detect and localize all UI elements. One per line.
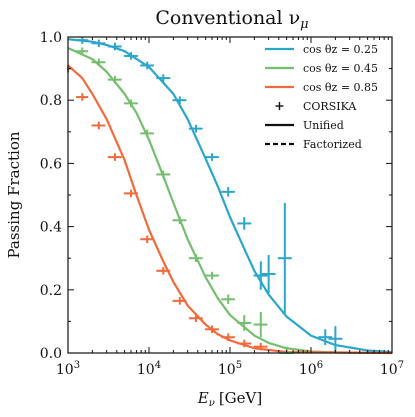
point-series-2-1 [76,93,89,101]
y-tick-label: 0.0 [40,346,62,362]
chart-title: Conventional νμ [155,7,308,32]
curve-series-0 [67,38,393,354]
point-series-0-15 [328,326,343,352]
point-series-1-0 [76,47,89,56]
point-series-0-5 [156,74,171,82]
legend-entry-5: Factorized [265,138,362,151]
point-series-2-12 [253,342,268,351]
y-tick-label: 0.6 [40,156,62,172]
point-series-2-2 [91,121,106,130]
point-series-0-11 [253,261,268,290]
y-tick-label: 1.0 [40,30,62,46]
legend-entry-0: cos θz = 0.25 [265,43,378,56]
legend-label: CORSIKA [303,100,357,113]
point-series-0-10 [237,217,252,230]
point-series-0-14 [318,329,333,346]
legend-entry-4: Unified [265,119,344,132]
corsika-points [67,37,343,354]
x-tick-label: 103 [56,360,80,378]
x-tick-label: 107 [380,360,404,378]
point-series-1-2 [107,75,122,84]
point-series-2-9 [204,325,219,334]
point-series-1-11 [253,311,268,338]
point-series-1-8 [204,271,219,280]
point-series-1-5 [156,170,171,179]
legend-entry-1: cos θz = 0.45 [265,62,378,75]
point-series-2-8 [188,314,203,323]
x-tick-label: 106 [299,360,323,378]
point-series-1-9 [221,294,235,305]
point-series-0-12 [261,255,276,293]
y-tick-labels: 0.0 0.2 0.4 0.6 0.8 1.0 [40,30,62,362]
axis-ticks [67,36,393,354]
legend-label: Unified [303,119,344,132]
point-series-0-8 [204,153,219,161]
x-tick-labels: 103 104 105 106 107 [56,360,404,378]
legend-label: cos θz = 0.25 [303,43,378,56]
point-series-1-4 [140,129,154,138]
point-series-2-3 [107,153,122,161]
point-series-1-3 [123,99,138,108]
point-series-0-3 [123,52,138,60]
y-axis-label: Passing Fraction [5,131,23,258]
point-series-0-9 [221,187,235,197]
x-tick-label: 104 [137,360,161,378]
y-tick-label: 0.2 [40,283,62,299]
point-series-2-11 [237,339,252,348]
point-series-2-7 [172,297,187,305]
legend-entry-2: cos θz = 0.85 [265,81,378,94]
point-series-1-1 [91,58,106,67]
point-series-2-6 [156,267,171,275]
point-series-0-0 [76,37,89,44]
point-series-0-4 [140,61,154,70]
point-series-0-7 [188,124,203,133]
x-axis-label: Eν [GeV] [197,389,262,409]
point-series-1-7 [188,254,203,262]
y-tick-label: 0.8 [40,93,62,109]
legend-label: Factorized [303,138,362,151]
x-tick-label: 105 [218,360,242,378]
point-series-0-6 [172,96,187,104]
point-series-0-2 [107,42,122,51]
y-tick-label: 0.4 [40,220,62,236]
point-series-1-10 [237,315,252,331]
legend-entry-3: CORSIKA [275,100,357,113]
point-series-2-5 [140,235,154,244]
point-series-0-13 [277,202,292,314]
legend: cos θz = 0.25 cos θz = 0.45 cos θz = 0.85 C… [265,43,378,151]
point-series-1-6 [172,216,187,225]
legend-label: cos θz = 0.45 [303,62,378,75]
point-series-2-10 [221,333,235,341]
legend-label: cos θz = 0.85 [303,81,378,94]
point-series-2-4 [123,189,138,198]
point-series-0-1 [91,39,106,48]
